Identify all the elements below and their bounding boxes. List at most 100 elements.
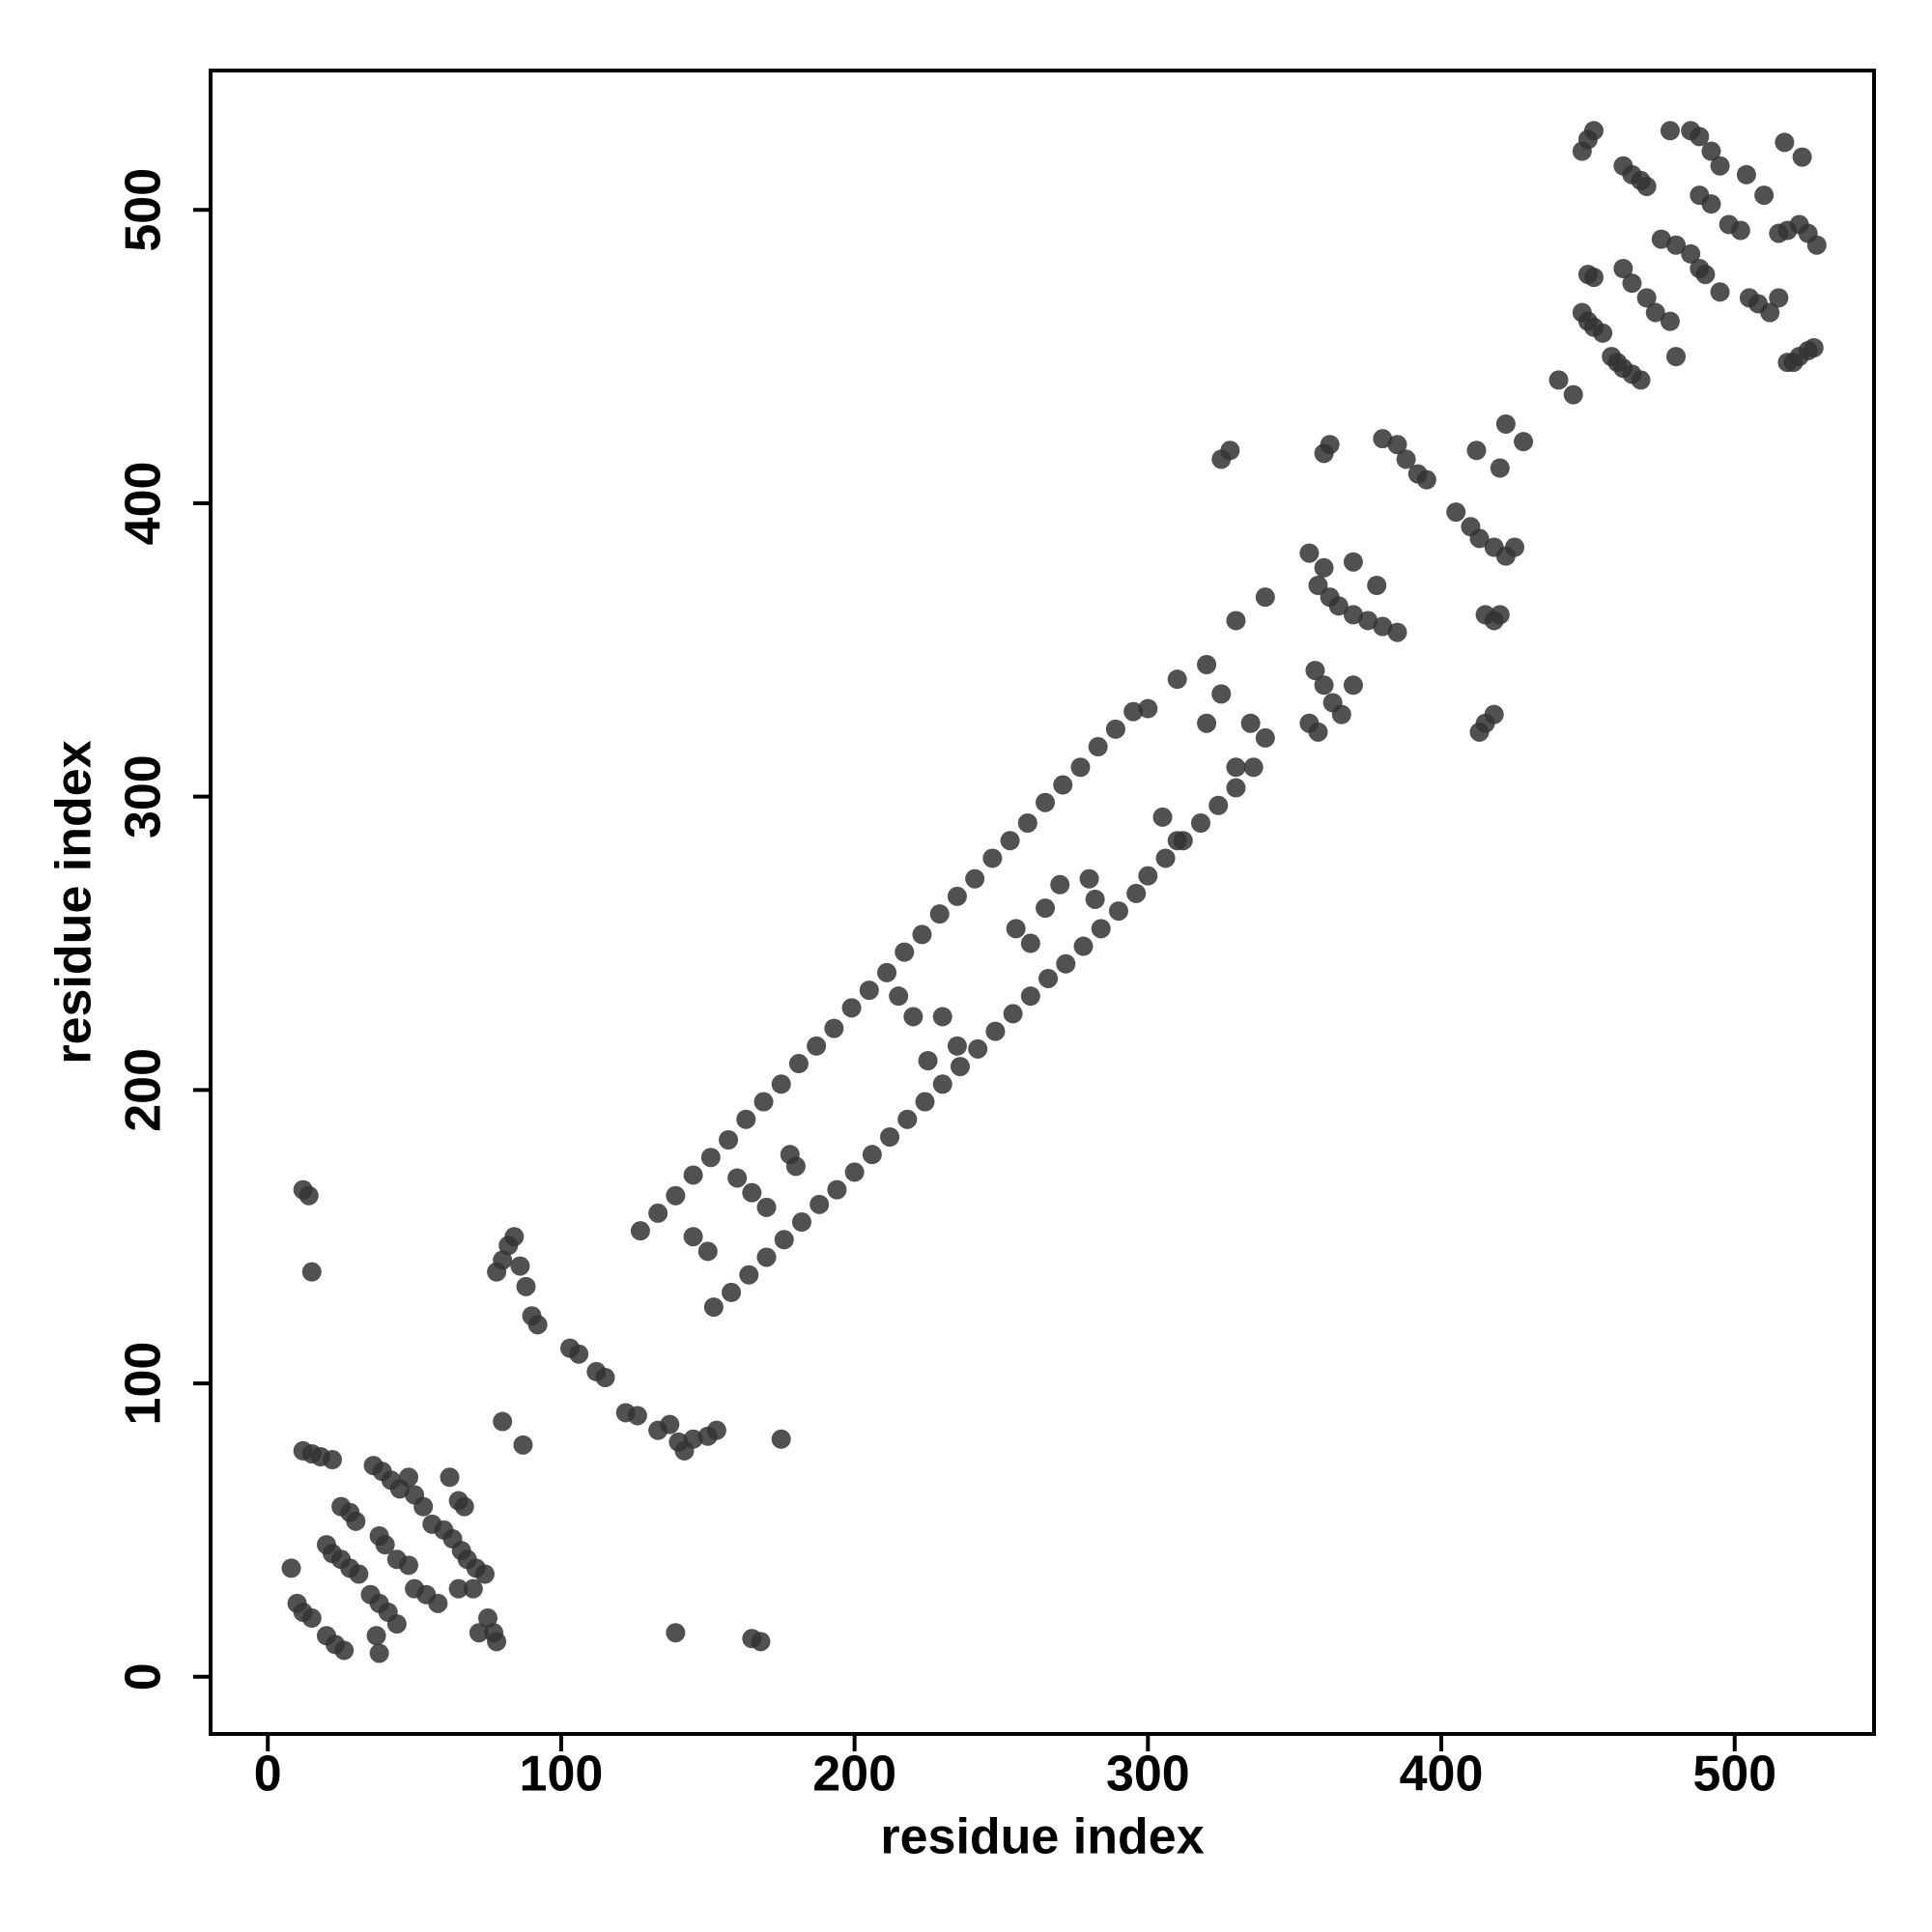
dot bbox=[1243, 757, 1264, 778]
dot bbox=[493, 1250, 513, 1270]
dot bbox=[1226, 611, 1246, 631]
y-tick-label: 100 bbox=[116, 1342, 172, 1426]
dot bbox=[1666, 235, 1686, 255]
dot bbox=[683, 1227, 703, 1247]
dot bbox=[1636, 176, 1657, 196]
dot bbox=[346, 1511, 366, 1531]
y-tick-label: 400 bbox=[116, 462, 172, 546]
dot bbox=[1416, 469, 1436, 490]
dot bbox=[788, 1054, 809, 1074]
dot bbox=[810, 1194, 830, 1214]
dot bbox=[982, 848, 1003, 868]
y-tick-label: 0 bbox=[116, 1662, 172, 1690]
plot-frame bbox=[209, 69, 1876, 1736]
dot bbox=[844, 1162, 865, 1182]
dot bbox=[399, 1467, 418, 1488]
dot bbox=[1226, 757, 1246, 778]
dot bbox=[1593, 323, 1613, 343]
dot bbox=[703, 1297, 724, 1318]
dot bbox=[1000, 831, 1020, 851]
dot bbox=[932, 1007, 952, 1027]
dot bbox=[298, 1185, 319, 1206]
dot bbox=[756, 1247, 777, 1267]
dot bbox=[648, 1203, 668, 1223]
dot bbox=[569, 1344, 589, 1364]
dot bbox=[1197, 713, 1217, 733]
y-tick-label: 200 bbox=[116, 1048, 172, 1132]
dot bbox=[1583, 121, 1604, 141]
dot bbox=[1373, 429, 1393, 449]
dot bbox=[369, 1643, 389, 1663]
dot bbox=[1490, 458, 1510, 478]
dot bbox=[774, 1230, 794, 1250]
dot bbox=[301, 1608, 322, 1629]
x-tick-label: 500 bbox=[1692, 1747, 1776, 1803]
dot bbox=[1328, 596, 1349, 616]
dot bbox=[1367, 576, 1387, 595]
dot bbox=[1446, 502, 1466, 523]
dot bbox=[1645, 302, 1665, 323]
dot bbox=[950, 1057, 970, 1077]
dot bbox=[1484, 611, 1504, 631]
dot bbox=[440, 1467, 460, 1488]
dot bbox=[1053, 775, 1073, 795]
dot bbox=[1583, 268, 1604, 288]
dot bbox=[897, 1109, 918, 1129]
dot bbox=[1681, 243, 1701, 264]
dot bbox=[1331, 704, 1351, 724]
points bbox=[281, 121, 1827, 1663]
dot bbox=[323, 1450, 343, 1470]
dot bbox=[1469, 722, 1490, 742]
dot bbox=[1396, 449, 1416, 469]
dot bbox=[1308, 576, 1328, 595]
x-axis-title: residue index bbox=[880, 1809, 1204, 1865]
x-tick-label: 100 bbox=[520, 1747, 604, 1803]
dot bbox=[1314, 675, 1334, 696]
dot bbox=[1806, 235, 1827, 255]
dot bbox=[1020, 933, 1040, 953]
dot bbox=[1660, 311, 1680, 331]
dot bbox=[1613, 259, 1634, 278]
dot bbox=[1343, 552, 1363, 572]
dot bbox=[965, 868, 985, 889]
dot bbox=[1660, 121, 1680, 141]
dot bbox=[889, 986, 909, 1007]
dot bbox=[877, 962, 897, 982]
dot bbox=[1358, 611, 1378, 631]
dot bbox=[859, 980, 879, 1001]
dot bbox=[1208, 795, 1229, 815]
y-tick-label: 300 bbox=[116, 754, 172, 838]
dot bbox=[349, 1564, 369, 1584]
dot bbox=[1343, 605, 1363, 625]
dot bbox=[301, 1262, 322, 1282]
dot bbox=[1167, 669, 1187, 690]
dot bbox=[454, 1496, 474, 1517]
dot bbox=[683, 1429, 703, 1449]
dot bbox=[1387, 622, 1407, 642]
dot bbox=[1105, 719, 1125, 739]
dot bbox=[513, 1435, 533, 1455]
dot bbox=[1710, 282, 1730, 302]
dot bbox=[1320, 435, 1340, 455]
dot bbox=[1775, 132, 1795, 153]
dot bbox=[1736, 164, 1756, 185]
dot bbox=[1373, 616, 1393, 637]
dot bbox=[912, 924, 932, 945]
dot bbox=[666, 1185, 686, 1206]
dot bbox=[1070, 757, 1091, 778]
dot bbox=[736, 1109, 756, 1129]
dot bbox=[1191, 813, 1210, 833]
dot bbox=[785, 1156, 806, 1177]
dot bbox=[428, 1593, 448, 1613]
dot bbox=[1754, 185, 1775, 206]
dot bbox=[753, 1092, 774, 1112]
dot bbox=[527, 1315, 548, 1335]
dot bbox=[666, 1623, 686, 1643]
dot bbox=[399, 1555, 418, 1576]
dot bbox=[1495, 413, 1516, 434]
dot bbox=[1299, 543, 1320, 563]
dot bbox=[706, 1420, 726, 1440]
dot bbox=[1091, 919, 1111, 939]
dot bbox=[510, 1256, 530, 1276]
